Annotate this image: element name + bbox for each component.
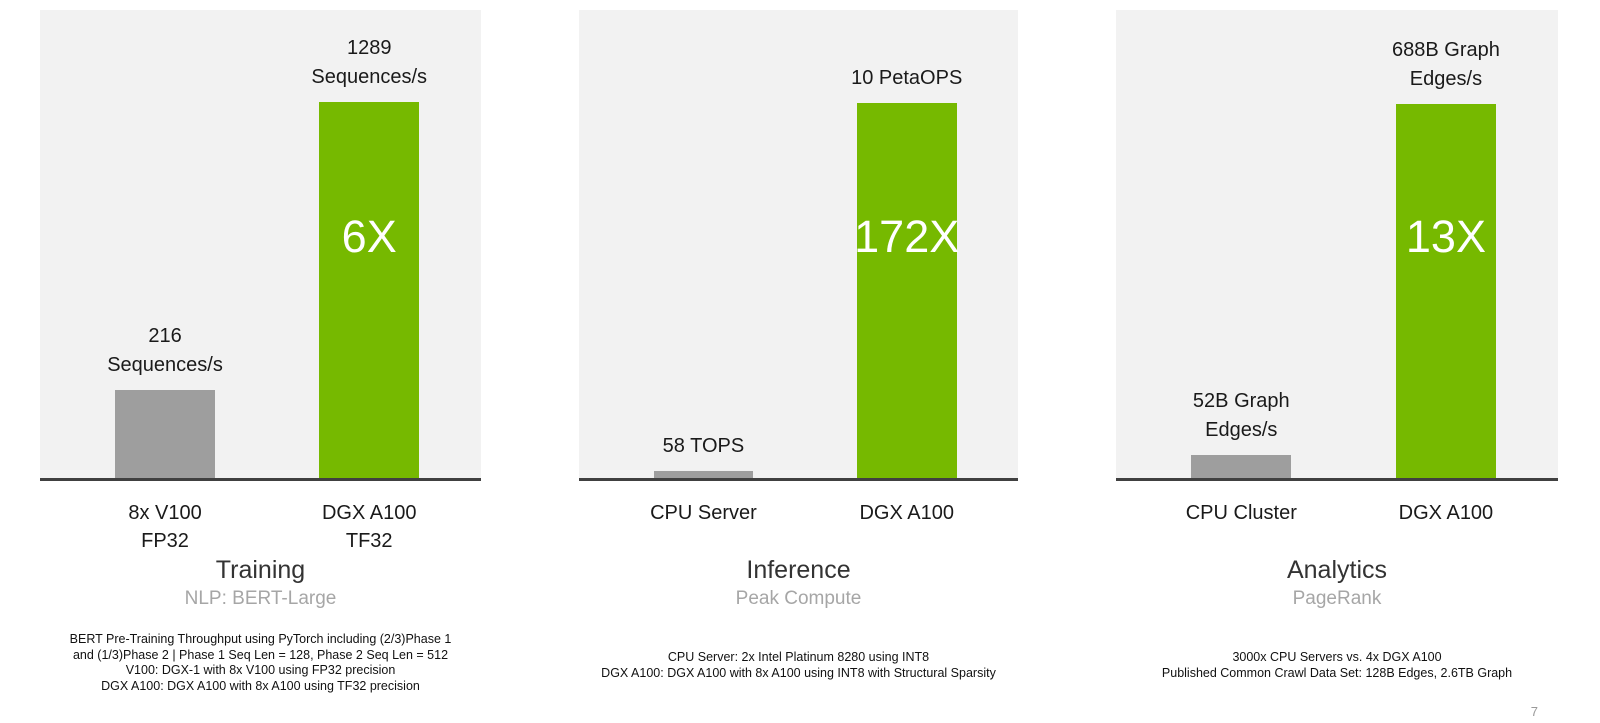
green-bar [319,102,420,478]
plot-area: 58 TOPS 10 PetaOPS 172X [579,10,1018,481]
category-label: 8x V100 FP32 [128,502,202,552]
chart-footnote: CPU Server: 2x Intel Platinum 8280 using… [601,650,996,680]
chart-panel-inference: 58 TOPS 10 PetaOPS 172X CPU Server DGX A… [579,10,1018,680]
category-label: DGX A100 TF32 [321,502,417,552]
chart-title: Training [215,556,306,584]
bar-value-label: 58 TOPS [662,435,745,457]
chart-subtitle: Peak Compute [735,588,862,609]
gray-bar [653,471,754,478]
green-bar [856,103,957,478]
title-block: Training NLP: BERT-Large [40,555,481,611]
chart-subtitle: PageRank [1292,588,1382,609]
category-label: DGX A100 [1398,502,1494,524]
chart-title: Inference [746,556,851,584]
plot-area: 52B Graph Edges/s 688B Graph Edges/s 13X [1116,10,1558,481]
green-bar [1395,104,1497,478]
chart-subtitle: NLP: BERT-Large [184,588,337,609]
bar-value-label: 1289 Sequences/s [311,37,428,88]
bar-value-label: 216 Sequences/s [107,325,223,376]
category-label: CPU Server [650,502,757,524]
bar-value-label: 688B Graph Edges/s [1392,39,1500,90]
chart-panel-analytics: 52B Graph Edges/s 688B Graph Edges/s 13X… [1116,10,1558,680]
category-label: DGX A100 [859,502,954,524]
page-number: 7 [1530,704,1538,719]
bar-value-label: 52B Graph Edges/s [1192,390,1290,441]
speedup-label: 6X [341,211,397,262]
speedup-label: 13X [1405,211,1486,262]
title-block: Analytics PageRank [1116,555,1558,611]
gray-bar [114,390,216,478]
chart-footnote: 3000x CPU Servers vs. 4x DGX A100 Publis… [1161,650,1513,680]
chart-title: Analytics [1286,556,1388,584]
chart-panel-training: 216 Sequences/s 1289 Sequences/s 6X 8x V… [40,10,481,693]
plot-area: 216 Sequences/s 1289 Sequences/s 6X [40,10,481,481]
bar-value-label: 10 PetaOPS [851,67,963,89]
category-label: CPU Cluster [1185,502,1297,524]
title-block: Inference Peak Compute [579,555,1018,611]
gray-bar [1191,455,1292,478]
chart-footnote: BERT Pre-Training Throughput using PyTor… [69,632,452,693]
speedup-label: 172X [854,211,960,262]
